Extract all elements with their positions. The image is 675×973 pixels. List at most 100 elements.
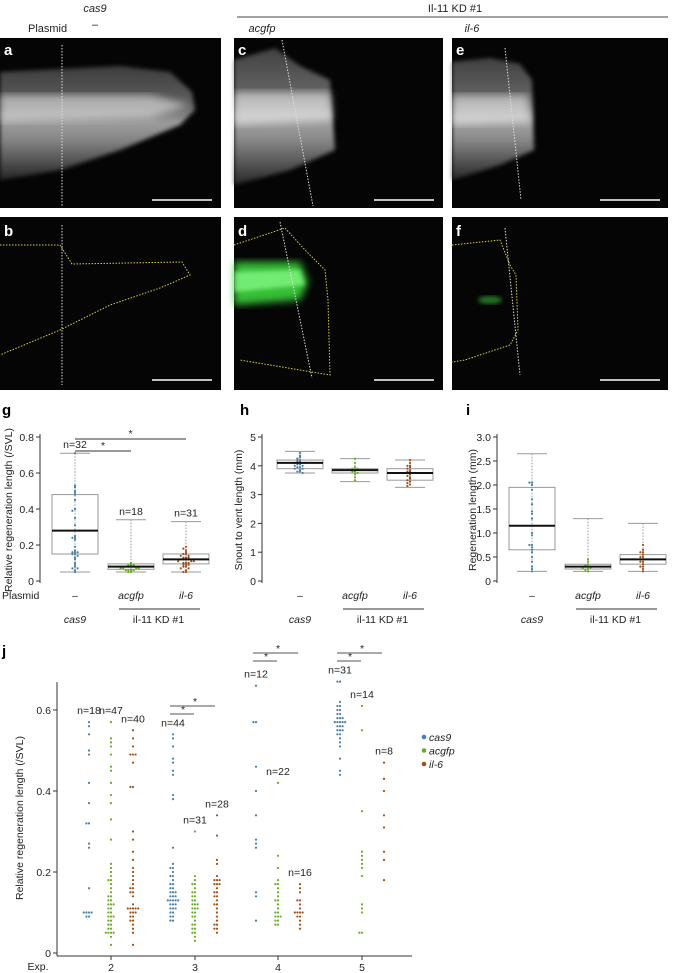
data-point	[171, 911, 175, 914]
x-category-label: il-6	[403, 590, 417, 602]
data-point	[184, 570, 188, 574]
data-point	[338, 704, 342, 708]
data-point	[171, 745, 175, 748]
n-label: n=31	[183, 815, 207, 827]
image-panel-f	[451, 217, 668, 390]
data-point	[87, 753, 91, 756]
image-panel-d	[233, 217, 443, 390]
data-point	[382, 879, 386, 882]
chart-g: 0 0.2 0.4 0.6 0.8 Relative regeneration lengt…	[2, 428, 210, 626]
data-point	[73, 507, 77, 511]
data-point	[530, 565, 534, 568]
y-axis-label: Relative regeneration length (/SVL)	[14, 736, 26, 900]
data-point	[171, 895, 175, 898]
data-point	[296, 466, 299, 469]
data-point	[190, 560, 193, 563]
data-point	[274, 899, 277, 902]
data-point	[338, 717, 342, 720]
data-point	[109, 870, 113, 874]
chart-h: 0 1 2 3 4 5 Snout to vent length (mm) – acgfp il-…	[233, 432, 434, 626]
data-point	[73, 549, 77, 552]
data-point	[107, 879, 110, 882]
data-point	[213, 903, 216, 906]
n-label: n=28	[205, 798, 229, 810]
data-point	[109, 741, 113, 744]
data-point	[193, 923, 197, 926]
data-point	[586, 570, 590, 573]
data-point	[276, 883, 280, 886]
y-tick-label: 2.0	[476, 480, 491, 492]
data-point	[171, 874, 175, 878]
data-point	[338, 773, 342, 776]
data-point	[382, 777, 386, 780]
group-label-kd: il-11 KD #1	[357, 614, 408, 626]
data-point	[641, 555, 645, 559]
data-point	[182, 552, 185, 556]
y-tick-label: 0.2	[36, 867, 51, 879]
x-category-label: il-6	[636, 590, 650, 602]
data-point	[358, 931, 361, 934]
data-point	[174, 907, 177, 910]
data-point	[131, 883, 135, 886]
data-point	[218, 883, 221, 886]
panel-label-h: h	[240, 402, 249, 419]
data-point	[119, 567, 122, 570]
data-point	[134, 753, 137, 756]
data-point	[192, 560, 195, 563]
data-point	[336, 680, 339, 683]
data-point	[191, 895, 194, 898]
data-point	[131, 745, 135, 748]
data-point	[171, 903, 175, 906]
data-point	[254, 891, 258, 894]
data-point	[254, 814, 258, 817]
data-point	[353, 466, 357, 469]
data-point	[184, 552, 188, 556]
data-point	[174, 891, 177, 894]
data-point	[169, 899, 172, 902]
data-point	[406, 481, 409, 485]
data-point	[213, 883, 216, 886]
data-point	[193, 883, 197, 886]
data-point	[87, 733, 91, 736]
data-point	[107, 895, 110, 898]
data-point	[107, 923, 110, 926]
n-label: n=8	[375, 746, 393, 758]
panel-label-a: a	[4, 42, 13, 59]
y-tick-label: 0	[28, 576, 34, 588]
data-point	[73, 561, 77, 565]
y-tick-label: 2	[250, 518, 256, 530]
data-point	[73, 538, 77, 541]
data-point	[408, 458, 412, 462]
data-point	[338, 737, 342, 740]
data-point	[82, 911, 85, 914]
data-point	[406, 479, 409, 482]
data-point	[276, 915, 280, 918]
data-point	[191, 931, 194, 934]
data-point	[85, 915, 88, 918]
data-point	[131, 907, 135, 910]
data-point	[129, 785, 132, 789]
data-point	[109, 919, 113, 922]
data-point	[169, 907, 172, 910]
legend-label: cas9	[429, 732, 451, 744]
data-point	[187, 563, 190, 566]
data-point	[360, 862, 364, 866]
data-point	[73, 516, 77, 520]
data-point	[641, 551, 645, 554]
data-point	[107, 911, 110, 914]
data-point	[109, 923, 113, 926]
data-point	[73, 498, 77, 502]
x-tick-label: 4	[275, 962, 281, 973]
data-point	[76, 567, 79, 570]
data-point	[131, 874, 135, 878]
data-point	[641, 570, 645, 573]
data-point	[169, 891, 172, 894]
data-point	[293, 464, 296, 467]
significance-star: *	[181, 704, 185, 716]
y-tick-label: 3	[250, 490, 256, 502]
data-point	[353, 457, 357, 460]
x-tick-label: 2	[108, 962, 114, 973]
data-point	[109, 879, 113, 882]
x-category-label: –	[529, 590, 535, 602]
data-point	[530, 570, 534, 573]
